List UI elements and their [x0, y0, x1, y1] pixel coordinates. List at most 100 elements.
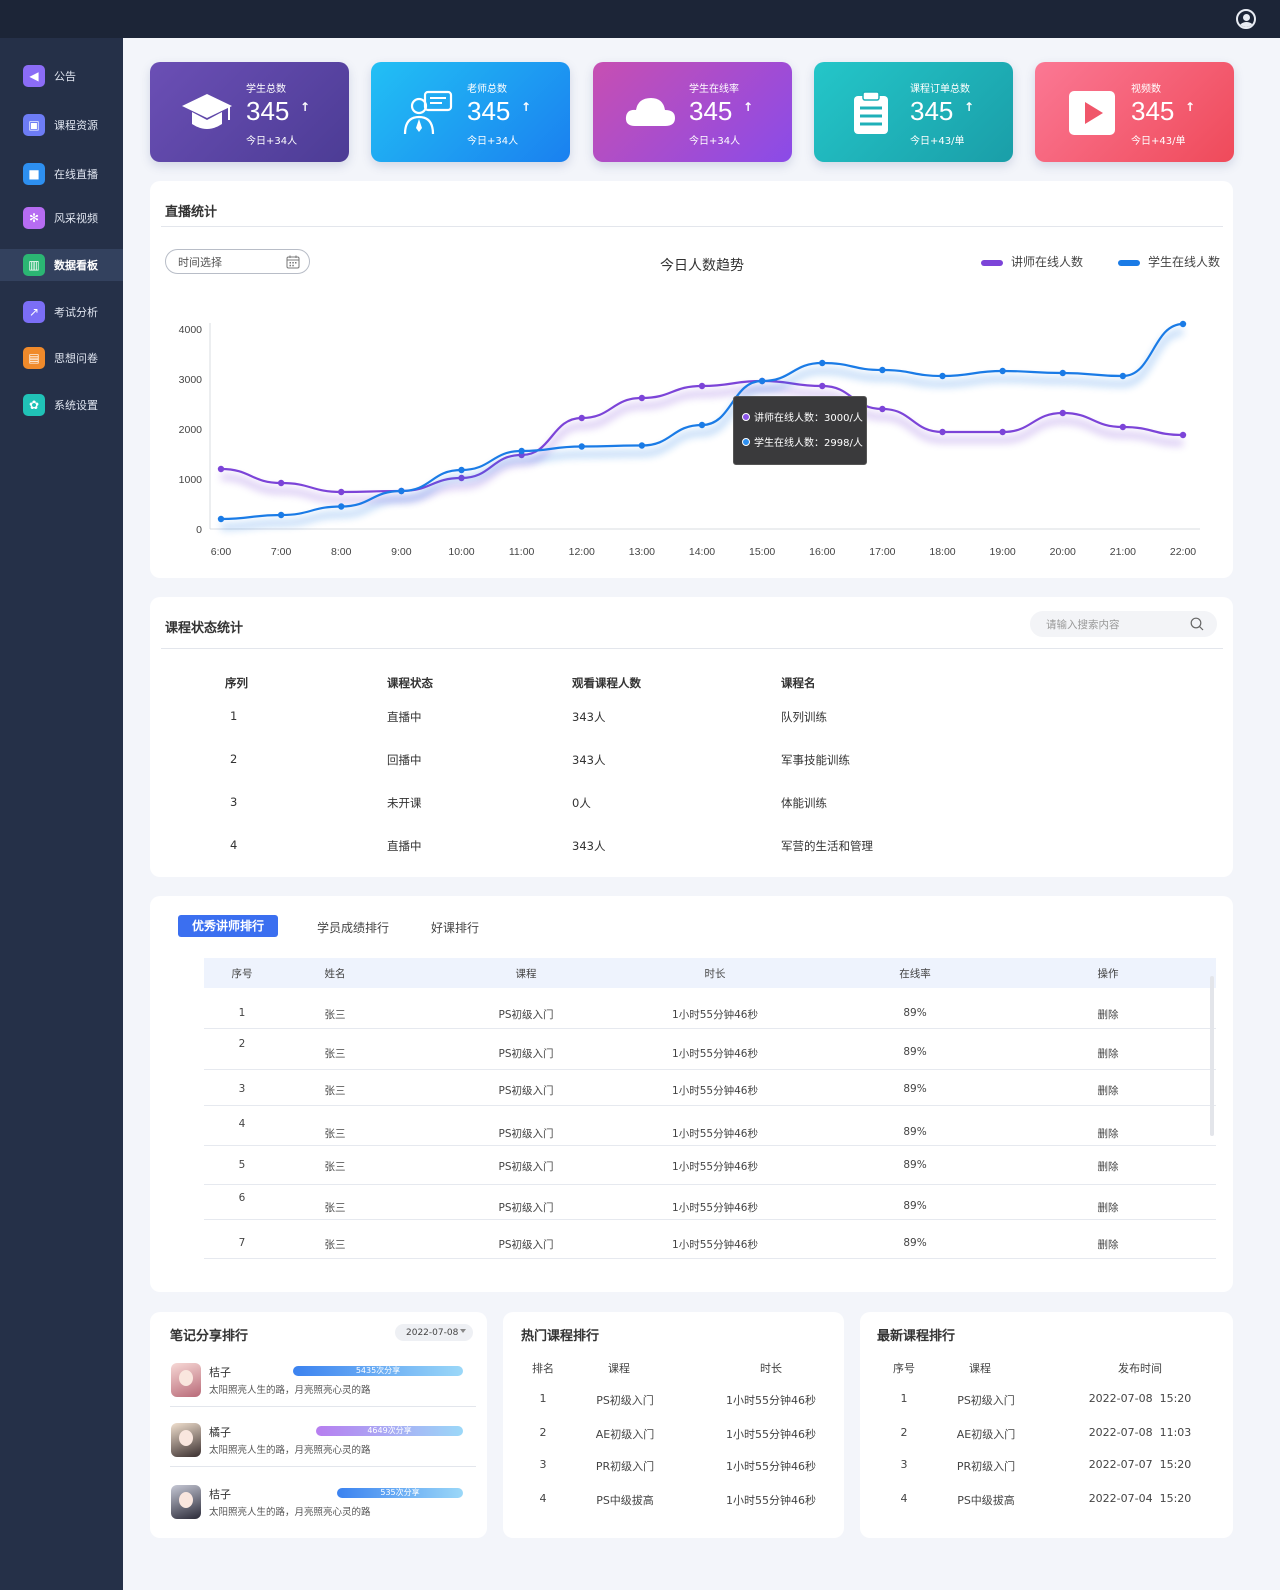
chart-tooltip: 讲师在线人数：3000/人 学生在线人数：2998/人	[733, 396, 867, 465]
notes-date-select[interactable]: 2022-07-08	[395, 1324, 473, 1341]
stat-card-2[interactable]: 学生在线率 345 ↑ 今日+34人	[593, 62, 792, 162]
hot-cell: PR初级入门	[595, 1460, 655, 1473]
avatar[interactable]	[171, 1485, 201, 1519]
data-point	[999, 367, 1006, 375]
arrow-up-icon: ↑	[300, 100, 311, 114]
ranking-cell: 1小时55分钟46秒	[672, 1202, 758, 1214]
course-status-cell: 直播中	[387, 710, 422, 724]
sidebar: ◀ 公告 ▣ 课程资源 ■ 在线直播 ✻ 风采视频 ▥ 数据看板 ↗ 考试分析 ▤ 思想问卷 ✿ 系统设置	[0, 38, 123, 1590]
delete-button[interactable]: 删除	[1097, 1128, 1119, 1140]
series-line-1	[220, 322, 1184, 521]
stat-sub: 今日+34人	[246, 136, 298, 147]
chart-title: 今日人数趋势	[660, 258, 744, 274]
hot-cell: AE初级入门	[595, 1428, 655, 1441]
arrow-up-icon: ↑	[964, 100, 975, 114]
ranking-cell: PS初级入门	[498, 1085, 554, 1097]
avatar[interactable]	[171, 1363, 201, 1397]
stat-card-1[interactable]: 老师总数 345 ↑ 今日+34人	[371, 62, 570, 162]
search-icon[interactable]	[1190, 617, 1204, 631]
sidebar-item-label: 在线直播	[54, 168, 98, 181]
delete-button[interactable]: 删除	[1097, 1161, 1119, 1173]
sidebar-item-3[interactable]: ✻ 风采视频	[0, 202, 123, 234]
data-point	[638, 442, 646, 449]
note-author: 桔子	[209, 1366, 231, 1379]
ranking-cell: PS初级入门	[498, 1239, 554, 1251]
sidebar-item-1[interactable]: ▣ 课程资源	[0, 109, 123, 141]
series-glow-1	[220, 329, 1184, 530]
ranking-tab-1[interactable]: 学员成绩排行	[317, 921, 390, 935]
user-avatar-icon[interactable]	[1236, 9, 1256, 29]
sidebar-item-0[interactable]: ◀ 公告	[0, 60, 123, 92]
latest-cell: 2022-07-07 15:20	[1088, 1458, 1192, 1471]
sidebar-item-label: 风采视频	[54, 212, 98, 225]
ranking-tab-0[interactable]: 优秀讲师排行	[178, 915, 278, 937]
ranking-cell: 1小时55分钟46秒	[672, 1085, 758, 1097]
x-tick-label: 8:00	[331, 546, 352, 558]
note-desc: 太阳照亮人生的路，月亮照亮心灵的路	[209, 1445, 371, 1456]
sidebar-item-label: 考试分析	[54, 306, 98, 319]
data-point	[1179, 431, 1187, 439]
hot-cell: PS初级入门	[596, 1394, 654, 1407]
sidebar-item-label: 课程资源	[54, 119, 98, 132]
ranking-header: 序号	[231, 968, 253, 980]
sidebar-item-7[interactable]: ✿ 系统设置	[0, 389, 123, 421]
notes-card: 笔记分享排行 2022-07-08 桔子 太阳照亮人生的路，月亮照亮心灵的路 543…	[150, 1312, 487, 1538]
data-point	[578, 414, 585, 422]
data-point	[819, 359, 826, 367]
ranking-cell: 张三	[324, 1048, 346, 1060]
play-icon	[1065, 90, 1119, 136]
course-status-card: 课程状态统计 请输入搜索内容 序列 课程状态 观看课程人数 课程名 1 直播中 343人 队列…	[150, 597, 1233, 877]
sidebar-item-6[interactable]: ▤ 思想问卷	[0, 342, 123, 374]
hot-header: 时长	[760, 1362, 782, 1375]
data-point	[819, 382, 826, 390]
latest-header: 序号	[893, 1362, 915, 1375]
data-point	[999, 428, 1006, 436]
avatar[interactable]	[171, 1423, 201, 1457]
legend-label-0: 讲师在线人数	[1011, 254, 1083, 269]
search-input[interactable]: 请输入搜索内容	[1030, 611, 1217, 637]
delete-button[interactable]: 删除	[1097, 1239, 1119, 1251]
ranking-scrollbar[interactable]	[1210, 976, 1214, 1136]
image-icon: ▣	[23, 114, 45, 136]
stat-sub: 今日+34人	[467, 136, 519, 147]
data-point	[277, 511, 285, 519]
ranking-cell: 89%	[903, 1237, 927, 1249]
stat-card-3[interactable]: 课程订单总数 345 ↑ 今日+43/单	[814, 62, 1013, 162]
sidebar-item-label: 数据看板	[54, 259, 98, 272]
course-status-header: 序列	[225, 676, 248, 690]
latest-title: 最新课程排行	[877, 1329, 956, 1344]
note-author: 桔子	[209, 1488, 231, 1501]
sidebar-item-2[interactable]: ■ 在线直播	[0, 158, 123, 190]
hot-cell: 2	[539, 1426, 547, 1439]
stat-value: 345	[910, 96, 954, 126]
ranking-cell: 1	[238, 1007, 246, 1019]
latest-cell: 1	[900, 1392, 908, 1405]
tooltip-teacher: 讲师在线人数：3000/人	[754, 413, 863, 424]
arrow-up-icon: ↑	[743, 100, 754, 114]
delete-button[interactable]: 删除	[1097, 1009, 1119, 1021]
gear-icon: ✿	[23, 394, 45, 416]
delete-button[interactable]: 删除	[1097, 1202, 1119, 1214]
sidebar-item-4[interactable]: ▥ 数据看板	[0, 249, 123, 281]
data-point	[1059, 409, 1066, 417]
ranking-tab-2[interactable]: 好课排行	[431, 921, 480, 935]
hot-cell: 3	[539, 1458, 547, 1471]
data-point	[879, 405, 886, 413]
stat-card-0[interactable]: 学生总数 345 ↑ 今日+34人	[150, 62, 349, 162]
series-line-0	[220, 379, 1184, 494]
time-select-input[interactable]: 时间选择	[165, 249, 310, 274]
ranking-header: 姓名	[324, 968, 346, 980]
sidebar-item-5[interactable]: ↗ 考试分析	[0, 296, 123, 328]
x-tick-label: 6:00	[211, 546, 232, 558]
arrow-up-icon: ↑	[521, 100, 532, 114]
stat-card-4[interactable]: 视频数 345 ↑ 今日+43/单	[1035, 62, 1234, 162]
ranking-cell: PS初级入门	[498, 1161, 554, 1173]
live-stats-card: 直播统计 时间选择 今日人数趋势 0 1000 2000 3000 4000 6:00 7:…	[150, 181, 1233, 578]
delete-button[interactable]: 删除	[1097, 1048, 1119, 1060]
ranking-cell: PS初级入门	[498, 1128, 554, 1140]
delete-button[interactable]: 删除	[1097, 1085, 1119, 1097]
data-point	[217, 515, 225, 523]
x-tick-label: 16:00	[809, 546, 835, 558]
flower-icon: ✻	[23, 207, 45, 229]
ranking-card: 优秀讲师排行 学员成绩排行 好课排行 序号 姓名 课程 时长 在线率 操作 1 张三 PS初级入门 1…	[150, 896, 1233, 1292]
